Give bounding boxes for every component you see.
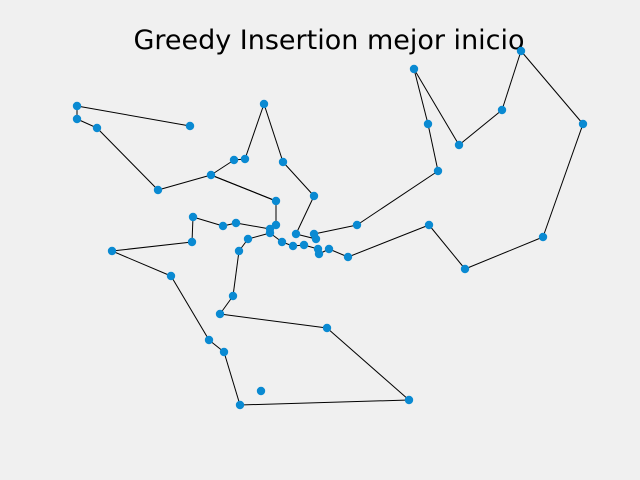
tour-point <box>259 99 269 109</box>
tour-point <box>231 218 241 228</box>
chart-title: Greedy Insertion mejor inicio <box>133 25 524 56</box>
tour-point <box>423 119 433 129</box>
tour-point <box>497 105 507 115</box>
tour-point <box>187 237 197 247</box>
tour-edge <box>313 224 358 235</box>
tour-edge <box>347 224 430 258</box>
tour-edge <box>96 127 159 191</box>
tour-point <box>218 221 228 231</box>
tour-point <box>271 220 281 230</box>
tour-point <box>352 220 362 230</box>
tour-edge <box>157 174 212 191</box>
tour-edge <box>464 236 544 270</box>
tour-point <box>454 140 464 150</box>
tour-point <box>578 119 588 129</box>
tour-edge <box>210 174 277 202</box>
tour-point <box>185 121 195 131</box>
tour-point <box>166 271 176 281</box>
tour-point <box>234 246 244 256</box>
tour-edge <box>326 327 410 401</box>
tour-point <box>409 64 419 74</box>
tour-point <box>72 101 82 111</box>
tour-point <box>460 264 470 274</box>
tour-point <box>229 155 239 165</box>
tour-edge <box>263 103 284 163</box>
tour-edges <box>76 50 584 406</box>
tour-edge <box>542 123 584 238</box>
tour-edge <box>427 123 439 172</box>
tour-point <box>322 323 332 333</box>
tour-edge <box>76 105 191 127</box>
tour-point <box>299 240 309 250</box>
tour-edge <box>520 50 584 125</box>
tour-point <box>277 237 287 247</box>
tour-point <box>256 386 266 396</box>
tour-point <box>343 252 353 262</box>
tour-point <box>206 170 216 180</box>
tour-edge <box>210 159 235 176</box>
tour-point <box>516 46 526 56</box>
tour-edge <box>428 224 466 270</box>
tour-point <box>204 335 214 345</box>
tour-edge <box>501 50 522 111</box>
tour-point <box>219 347 229 357</box>
tour-point <box>153 185 163 195</box>
tour-point <box>215 309 225 319</box>
tour-point <box>188 212 198 222</box>
tour-edge <box>458 109 503 146</box>
tour-point <box>271 196 281 206</box>
tour-edge <box>223 351 241 406</box>
tour-edge <box>111 250 172 277</box>
tour-edge <box>282 161 315 197</box>
tour-point <box>265 224 275 234</box>
tour-point <box>288 241 298 251</box>
tour-nodes <box>72 46 588 410</box>
tour-point <box>424 220 434 230</box>
tour-edge <box>232 250 240 297</box>
tour-point <box>433 166 443 176</box>
tour-point <box>107 246 117 256</box>
tour-point <box>278 157 288 167</box>
tour-point <box>538 232 548 242</box>
tour-point <box>235 400 245 410</box>
tour-point <box>92 123 102 133</box>
tour-point <box>309 191 319 201</box>
tour-edge <box>413 68 460 146</box>
tour-point <box>311 234 321 244</box>
tour-edge <box>356 170 439 226</box>
tour-edge <box>413 68 429 125</box>
tour-point <box>72 114 82 124</box>
tour-point <box>243 234 253 244</box>
tour-point <box>240 154 250 164</box>
tour-point <box>291 229 301 239</box>
tour-edge <box>170 275 210 341</box>
tour-point <box>314 249 324 259</box>
tour-edge <box>111 241 193 252</box>
tour-edge <box>239 399 410 406</box>
tour-point <box>404 395 414 405</box>
tour-point <box>228 291 238 301</box>
tour-edge <box>235 222 271 230</box>
tour-edge <box>295 195 315 235</box>
tour-edge <box>192 216 224 227</box>
tour-point <box>324 244 334 254</box>
tour-edge <box>244 103 265 160</box>
tour-edge <box>219 313 328 329</box>
